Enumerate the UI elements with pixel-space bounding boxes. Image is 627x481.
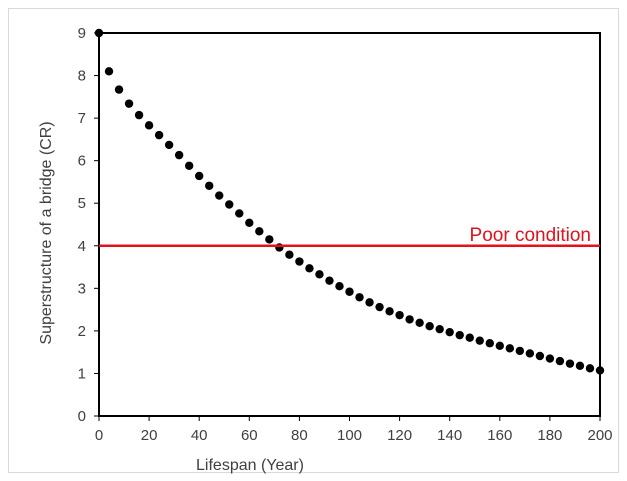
y-tick-label: 0 xyxy=(78,408,86,425)
data-point xyxy=(505,344,515,353)
data-point xyxy=(475,336,484,345)
data-point xyxy=(495,341,504,350)
data-point xyxy=(195,171,204,181)
data-point xyxy=(595,366,605,375)
x-tick-label: 140 xyxy=(437,427,462,444)
x-axis-label: Lifespan (Year) xyxy=(196,457,304,474)
data-point xyxy=(235,209,244,218)
data-point xyxy=(124,99,134,108)
data-point xyxy=(435,324,444,334)
data-point xyxy=(215,191,224,200)
data-point xyxy=(295,257,304,266)
data-point xyxy=(445,327,454,337)
data-point xyxy=(575,361,585,370)
y-tick-label: 1 xyxy=(78,365,86,382)
y-tick-label: 7 xyxy=(78,110,86,127)
x-tick-label: 60 xyxy=(241,427,258,444)
data-point xyxy=(184,161,194,170)
threshold-group: Poor condition xyxy=(99,225,600,248)
y-tick-label: 9 xyxy=(78,25,86,42)
x-tick-label: 0 xyxy=(95,427,103,444)
data-point xyxy=(104,67,114,76)
data-point xyxy=(545,354,555,363)
data-point xyxy=(455,330,464,340)
data-point xyxy=(245,218,254,227)
y-tick-label: 4 xyxy=(78,238,86,255)
chart: 0 20 40 60 80 100 120 140 160 180 200 0 1 2 3 4 5 6 7 8 9 Po… xyxy=(38,25,613,474)
x-tick-label: 200 xyxy=(587,427,612,444)
y-tick-label: 3 xyxy=(78,280,86,297)
x-tick-label: 160 xyxy=(487,427,512,444)
data-point xyxy=(325,276,334,285)
data-point xyxy=(395,310,404,320)
data-point xyxy=(315,270,324,279)
data-point xyxy=(375,302,384,312)
data-point xyxy=(515,346,525,356)
y-tick-label: 5 xyxy=(78,195,86,212)
data-point xyxy=(144,121,154,130)
x-tick-label: 40 xyxy=(191,427,208,444)
data-point xyxy=(114,85,124,94)
y-tick-label: 2 xyxy=(78,323,86,340)
data-point xyxy=(485,339,494,348)
data-point xyxy=(164,140,174,150)
data-point xyxy=(265,235,274,244)
data-point xyxy=(174,150,184,160)
data-point xyxy=(94,28,104,38)
data-point xyxy=(305,264,314,273)
data-point xyxy=(555,356,565,366)
data-point xyxy=(285,250,294,259)
data-point xyxy=(225,200,234,209)
x-tick-label: 180 xyxy=(537,427,562,444)
data-point xyxy=(525,349,535,358)
y-tick-label: 6 xyxy=(78,153,86,170)
data-point xyxy=(335,282,344,291)
data-point xyxy=(425,322,434,331)
data-point xyxy=(585,364,595,373)
data-point xyxy=(255,227,264,236)
threshold-label: Poor condition xyxy=(470,225,591,246)
data-point xyxy=(535,351,545,361)
x-tick-label: 120 xyxy=(387,427,412,444)
data-point xyxy=(415,318,424,328)
data-point xyxy=(565,359,575,368)
data-points xyxy=(94,28,605,375)
data-point xyxy=(345,287,354,296)
y-tick-label: 8 xyxy=(78,68,86,85)
x-tick-label: 20 xyxy=(141,427,158,444)
data-point xyxy=(355,293,364,302)
axis-ticks: 0 20 40 60 80 100 120 140 160 180 200 0 1 2 3 4 5 6 7 8 9 xyxy=(78,25,613,444)
data-point xyxy=(154,130,164,140)
data-point xyxy=(465,333,474,342)
x-tick-label: 80 xyxy=(291,427,308,444)
data-point xyxy=(134,110,144,120)
data-point xyxy=(405,315,414,324)
data-point xyxy=(365,298,374,307)
chart-frame: 0 20 40 60 80 100 120 140 160 180 200 0 1 2 3 4 5 6 7 8 9 Po… xyxy=(8,8,619,474)
x-tick-label: 100 xyxy=(337,427,362,444)
data-point xyxy=(205,181,214,190)
y-axis-label: Superstructure of a bridge (CR) xyxy=(38,121,55,344)
data-point xyxy=(385,307,394,316)
